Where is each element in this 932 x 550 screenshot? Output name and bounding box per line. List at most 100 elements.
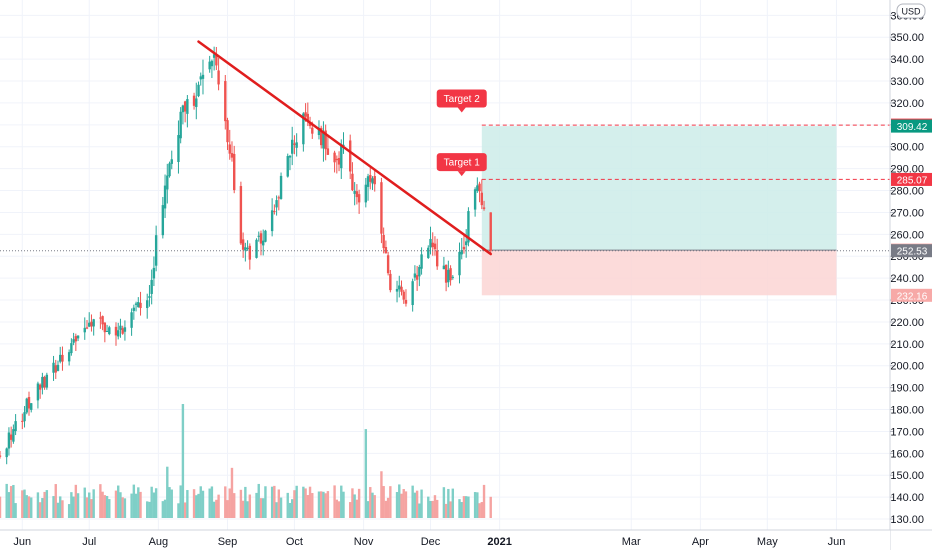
candle-body bbox=[0, 455, 2, 457]
volume-bar bbox=[183, 502, 187, 518]
time-axis[interactable] bbox=[0, 529, 932, 550]
candle-body bbox=[420, 254, 423, 269]
candle-body bbox=[478, 183, 481, 192]
candle-body bbox=[192, 95, 196, 106]
volume-bar bbox=[168, 487, 171, 518]
trendline-group[interactable] bbox=[197, 40, 492, 256]
candles bbox=[0, 46, 492, 465]
volume-bar bbox=[335, 499, 339, 518]
candle-body bbox=[279, 175, 283, 199]
volume-bar bbox=[433, 495, 437, 518]
volume-bar bbox=[302, 486, 305, 518]
candle-body bbox=[226, 120, 229, 143]
time-tick-label: Oct bbox=[286, 536, 303, 548]
price-tag-bg bbox=[891, 172, 932, 186]
volume-bar bbox=[482, 484, 486, 518]
candle-body bbox=[291, 139, 294, 154]
candle-body bbox=[389, 273, 392, 291]
candle-body bbox=[302, 113, 305, 145]
volume-bar bbox=[478, 503, 481, 518]
candle-body bbox=[85, 327, 89, 329]
target-callouts[interactable]: Target 2 Target 1 bbox=[436, 89, 487, 177]
volume-bar bbox=[123, 498, 127, 518]
candle-body bbox=[333, 152, 336, 163]
candle-body bbox=[460, 249, 463, 255]
candle-body bbox=[119, 325, 122, 330]
volume-bar bbox=[199, 486, 202, 518]
volume-bar bbox=[364, 429, 368, 518]
volume-bar bbox=[395, 492, 399, 518]
candle-body bbox=[30, 403, 33, 410]
candle-body bbox=[270, 210, 274, 232]
candle-body bbox=[9, 434, 13, 440]
volume-bar bbox=[5, 483, 8, 518]
trendline[interactable] bbox=[197, 40, 492, 256]
price-tick-label: 130.00 bbox=[890, 514, 924, 526]
candle-body bbox=[27, 397, 31, 409]
volume-bar bbox=[342, 491, 345, 518]
candle-body bbox=[324, 130, 327, 150]
price-tag: 252.53 bbox=[891, 244, 932, 258]
candle-body bbox=[320, 127, 323, 146]
volume-bar bbox=[349, 502, 352, 518]
volume-bar bbox=[76, 493, 80, 518]
target-callout[interactable]: Target 2 bbox=[436, 89, 487, 113]
candle-body bbox=[413, 273, 417, 278]
volume-bar bbox=[41, 498, 44, 518]
volume-bar bbox=[458, 499, 461, 518]
candle-body bbox=[480, 192, 484, 206]
volume-bar bbox=[429, 500, 432, 518]
volume-bar bbox=[480, 502, 484, 518]
candle-body bbox=[382, 234, 385, 249]
volume-bar bbox=[85, 497, 89, 518]
candle-body bbox=[179, 111, 182, 139]
price-axis[interactable] bbox=[889, 0, 932, 550]
volume-bar bbox=[264, 486, 267, 518]
time-tick-label: May bbox=[757, 536, 778, 548]
candle-body bbox=[76, 335, 80, 339]
volume-bar bbox=[7, 492, 11, 518]
candle-body bbox=[23, 412, 26, 422]
time-tick-labels: Jun Jul Aug Sep Oct Nov Dec 2021 Mar Apr May Jun bbox=[13, 536, 845, 548]
price-tag-bg bbox=[891, 288, 932, 302]
volume-bar bbox=[45, 490, 49, 518]
price-tick-label: 210.00 bbox=[890, 339, 924, 351]
volume-bar bbox=[215, 499, 218, 518]
volume-bar bbox=[74, 484, 78, 518]
price-tick-label: 200.00 bbox=[890, 361, 924, 373]
candle-body bbox=[451, 276, 455, 278]
currency-selector[interactable]: USD bbox=[896, 3, 926, 19]
volume-bar bbox=[43, 491, 46, 518]
candle-body bbox=[286, 156, 289, 177]
candle-body bbox=[132, 307, 136, 311]
target-callout[interactable]: Target 1 bbox=[436, 153, 487, 177]
candle-body bbox=[45, 374, 49, 388]
volume-bar bbox=[277, 489, 281, 518]
volume-bar bbox=[384, 500, 388, 518]
candle-body bbox=[447, 269, 450, 283]
volume-bar bbox=[447, 488, 450, 518]
volume-bar bbox=[286, 492, 289, 518]
candle-body bbox=[398, 285, 401, 290]
candle-body bbox=[201, 74, 205, 79]
volume-bar bbox=[134, 493, 138, 518]
volume-bar bbox=[241, 500, 245, 518]
candle-body bbox=[161, 205, 165, 236]
candle-body bbox=[340, 144, 343, 169]
volume-bar bbox=[400, 493, 403, 518]
volume-bar bbox=[181, 404, 185, 518]
stop-zone bbox=[481, 250, 837, 296]
volume-bar bbox=[139, 491, 142, 518]
candle-body bbox=[114, 326, 118, 336]
volume-bar bbox=[317, 491, 321, 518]
candle-body bbox=[467, 211, 470, 243]
volume-bar bbox=[255, 492, 258, 518]
time-tick-label: Aug bbox=[149, 536, 169, 548]
volume-bar bbox=[293, 490, 296, 518]
candle-body bbox=[275, 200, 278, 208]
volume-bar bbox=[9, 486, 13, 518]
candle-body bbox=[317, 127, 321, 136]
candle-body bbox=[353, 190, 356, 194]
